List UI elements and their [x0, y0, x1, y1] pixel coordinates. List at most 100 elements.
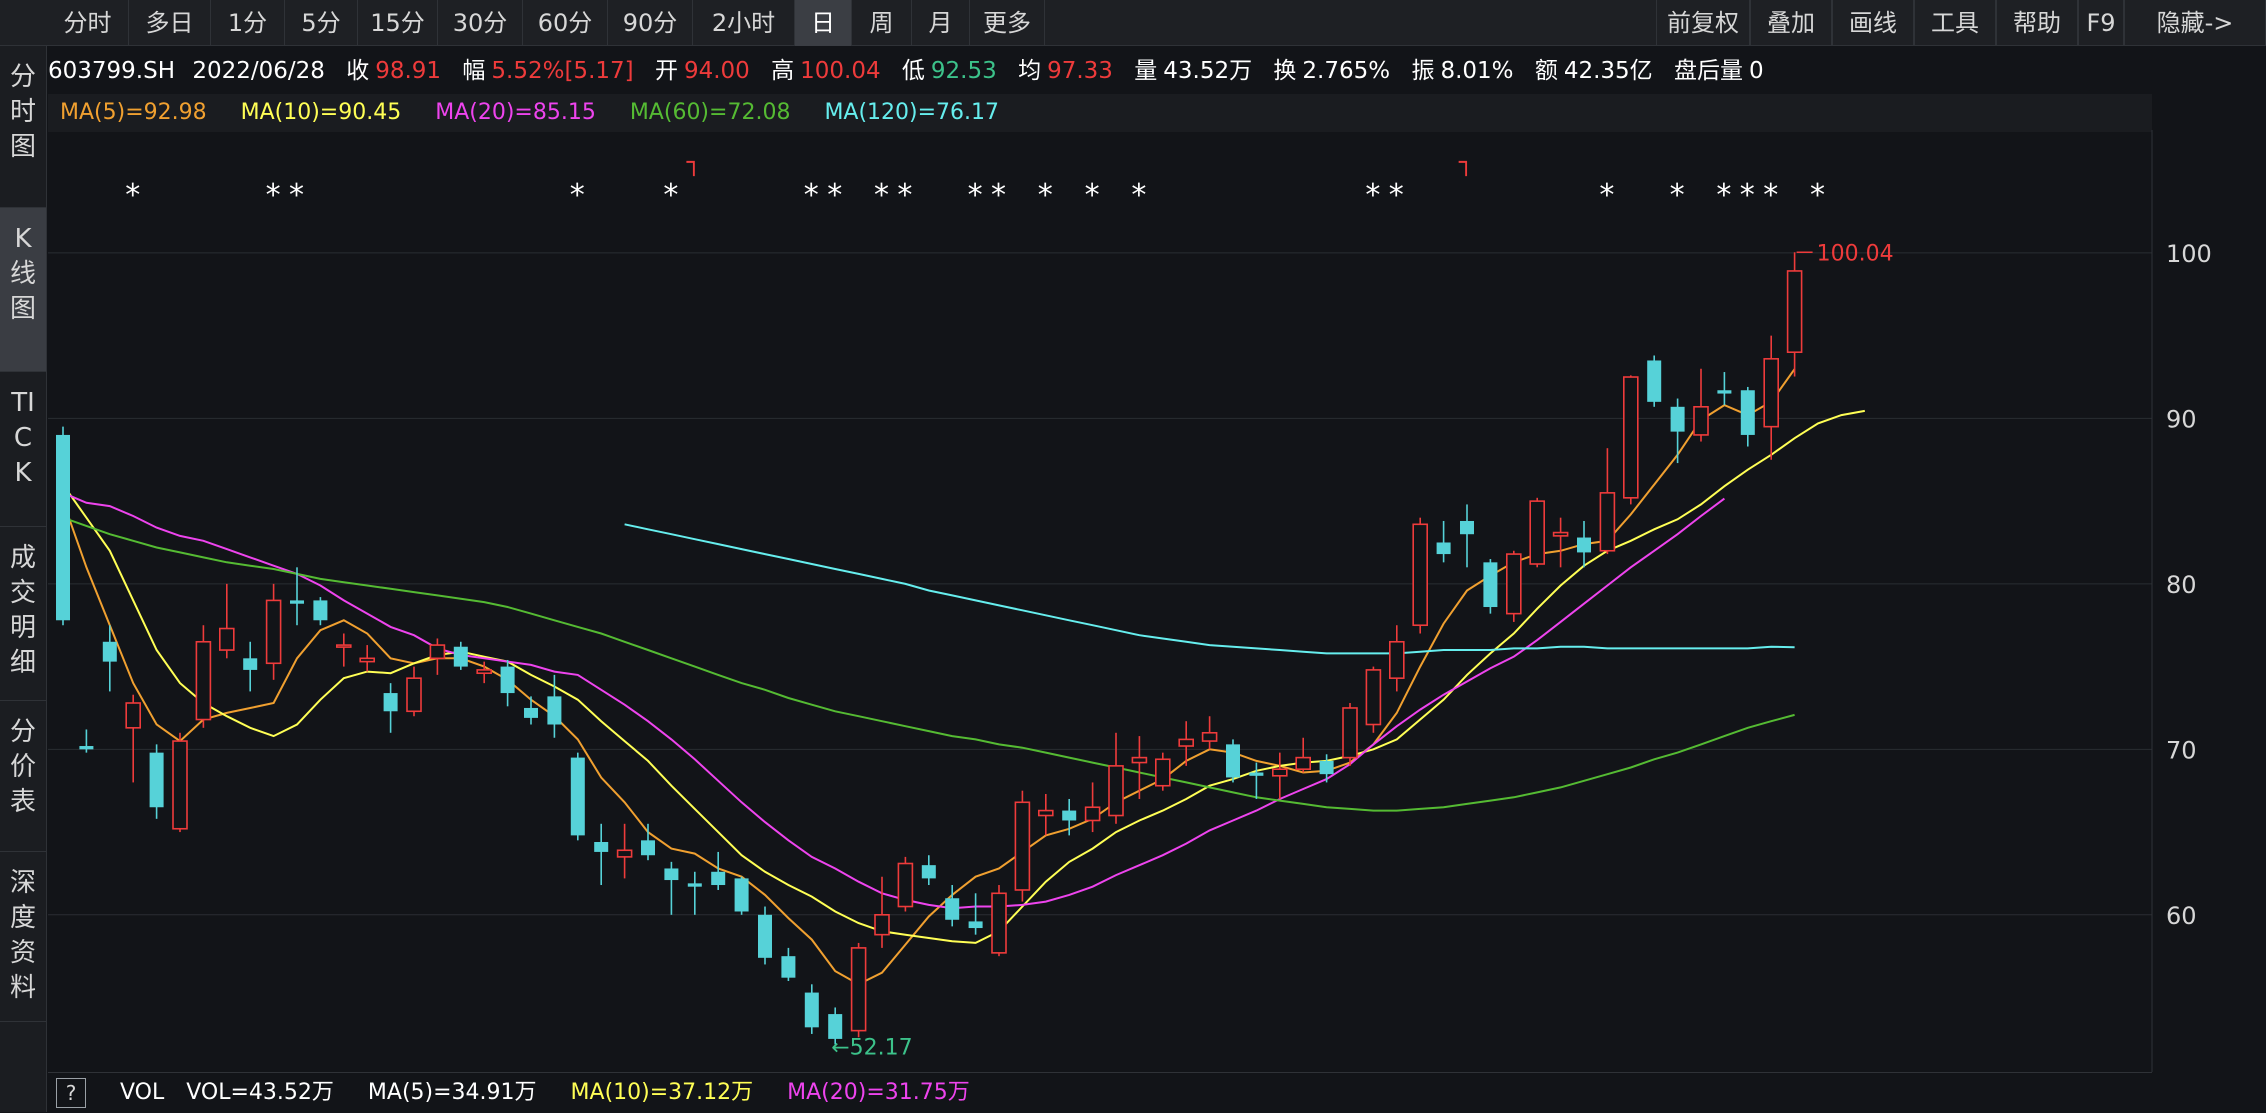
high-label: 高: [771, 58, 795, 84]
candle-body: [874, 914, 890, 936]
period-tab-12[interactable]: 更多: [970, 0, 1045, 46]
signal-marker: ┐: [686, 148, 701, 177]
candle-body: [734, 878, 749, 912]
period-tab-2[interactable]: 1分: [211, 0, 285, 46]
candle-body: [500, 666, 515, 694]
vol-ma20: MA(20)=31.75万: [787, 1080, 970, 1105]
period-tab-0[interactable]: 分时: [47, 0, 129, 46]
candle-body: [1014, 801, 1031, 891]
candle-body: [1062, 810, 1077, 821]
y-tick-label: 60: [2166, 902, 2197, 930]
candle-body: [102, 641, 117, 662]
sidebar-item-3[interactable]: 成交明细: [0, 527, 46, 701]
ma-line-MA120: [624, 523, 1795, 655]
candle-body: [1529, 500, 1545, 565]
quote-info-bar: 603799.SH 2022/06/28 收 98.91 幅 5.52%[5.17]…: [48, 49, 1778, 93]
ma-legend-item: MA(10)=90.45: [240, 100, 402, 125]
candle-body: [125, 702, 141, 729]
candle-body: [1693, 406, 1709, 436]
candle-body: [1155, 758, 1171, 787]
ma-line-MA20: [62, 491, 1725, 910]
view-sidebar: 分时图 K线图 TICK 成交明细 分价表 深度资料: [0, 46, 47, 1112]
min-price-label: ←52.17: [831, 1035, 912, 1060]
candle-body: [265, 599, 282, 665]
ma-legend-item: MA(60)=72.08: [629, 100, 791, 125]
tool-button-0[interactable]: 前复权: [1656, 0, 1750, 46]
candle-body: [1295, 756, 1311, 770]
after-hours-value: 0: [1749, 58, 1764, 84]
tool-button-1[interactable]: 叠加: [1750, 0, 1832, 46]
signal-marker: *: [991, 178, 1006, 213]
period-tab-9[interactable]: 日: [795, 0, 852, 46]
period-tab-8[interactable]: 2小时: [693, 0, 795, 46]
vol-indicator-label[interactable]: VOL: [120, 1080, 165, 1105]
period-tab-11[interactable]: 月: [912, 0, 970, 46]
sidebar-item-5[interactable]: 深度资料: [0, 852, 46, 1022]
signal-marker: *: [968, 178, 983, 213]
candle-body: [1389, 640, 1405, 679]
candle-body: [664, 868, 679, 881]
candle-body: [711, 871, 726, 886]
avg-value: 97.33: [1047, 58, 1113, 84]
candle-body: [1623, 376, 1639, 499]
sidebar-item-4[interactable]: 分价表: [0, 701, 46, 852]
stock-code: 603799.SH: [48, 58, 176, 84]
vol-value: VOL=43.52万: [186, 1080, 334, 1105]
candle-body: [991, 892, 1007, 954]
period-tab-4[interactable]: 15分: [358, 0, 438, 46]
sidebar-item-2[interactable]: TICK: [0, 372, 46, 527]
candle-body: [687, 883, 702, 887]
period-tab-1[interactable]: 多日: [129, 0, 211, 46]
high-value: 100.04: [800, 58, 881, 84]
open-value: 94.00: [683, 58, 750, 84]
signal-marker: *: [1810, 178, 1825, 213]
candle-body: [1178, 738, 1194, 747]
after-hours-label: 盘后量: [1674, 58, 1743, 84]
candle-body: [616, 849, 633, 858]
candle-body: [641, 840, 655, 856]
candle-body: [1131, 756, 1148, 764]
tool-button-5[interactable]: F9: [2078, 0, 2124, 46]
candle-body: [1763, 358, 1779, 428]
tool-button-6[interactable]: 隐藏->: [2124, 0, 2266, 46]
help-icon[interactable]: ?: [56, 1078, 86, 1108]
signal-marker: *: [1085, 178, 1100, 213]
candle-body: [1577, 537, 1591, 553]
candle-body: [453, 646, 468, 667]
amount-label: 额: [1534, 58, 1558, 84]
period-tab-5[interactable]: 30分: [438, 0, 523, 46]
period-tab-3[interactable]: 5分: [285, 0, 358, 46]
signal-marker: ┐: [1458, 148, 1473, 177]
candle-body: [1412, 523, 1428, 627]
ma-line-MA5: [62, 368, 1796, 986]
candle-body: [359, 657, 376, 663]
candle-body: [1436, 542, 1451, 555]
change-value: 5.52%[5.17]: [491, 58, 634, 84]
volume-value: 43.52万: [1163, 58, 1253, 84]
tool-button-4[interactable]: 帮助: [1996, 0, 2078, 46]
tool-button-2[interactable]: 画线: [1832, 0, 1914, 46]
vol-ma10: MA(10)=37.12万: [570, 1080, 754, 1105]
candle-body: [383, 693, 398, 712]
signal-marker: *: [1365, 178, 1380, 213]
signal-marker: *: [1740, 178, 1755, 213]
signal-marker: *: [1670, 178, 1685, 213]
candle-body: [524, 707, 538, 718]
candle-body: [243, 658, 258, 670]
period-tab-7[interactable]: 90分: [608, 0, 693, 46]
period-tab-6[interactable]: 60分: [523, 0, 608, 46]
signal-marker: *: [289, 178, 304, 213]
tool-button-3[interactable]: 工具: [1914, 0, 1996, 46]
signal-marker: *: [266, 178, 281, 213]
sidebar-item-0[interactable]: 分时图: [0, 46, 46, 208]
avg-label: 均: [1018, 58, 1042, 84]
candle-body: [1342, 707, 1358, 759]
signal-marker: *: [1131, 178, 1146, 213]
max-price-label: 100.04: [1817, 241, 1894, 266]
signal-marker: *: [897, 178, 912, 213]
ma-legend-item: MA(20)=85.15: [435, 100, 596, 125]
candle-body: [429, 644, 446, 660]
sidebar-item-1[interactable]: K线图: [0, 208, 46, 372]
period-tab-10[interactable]: 周: [852, 0, 912, 46]
